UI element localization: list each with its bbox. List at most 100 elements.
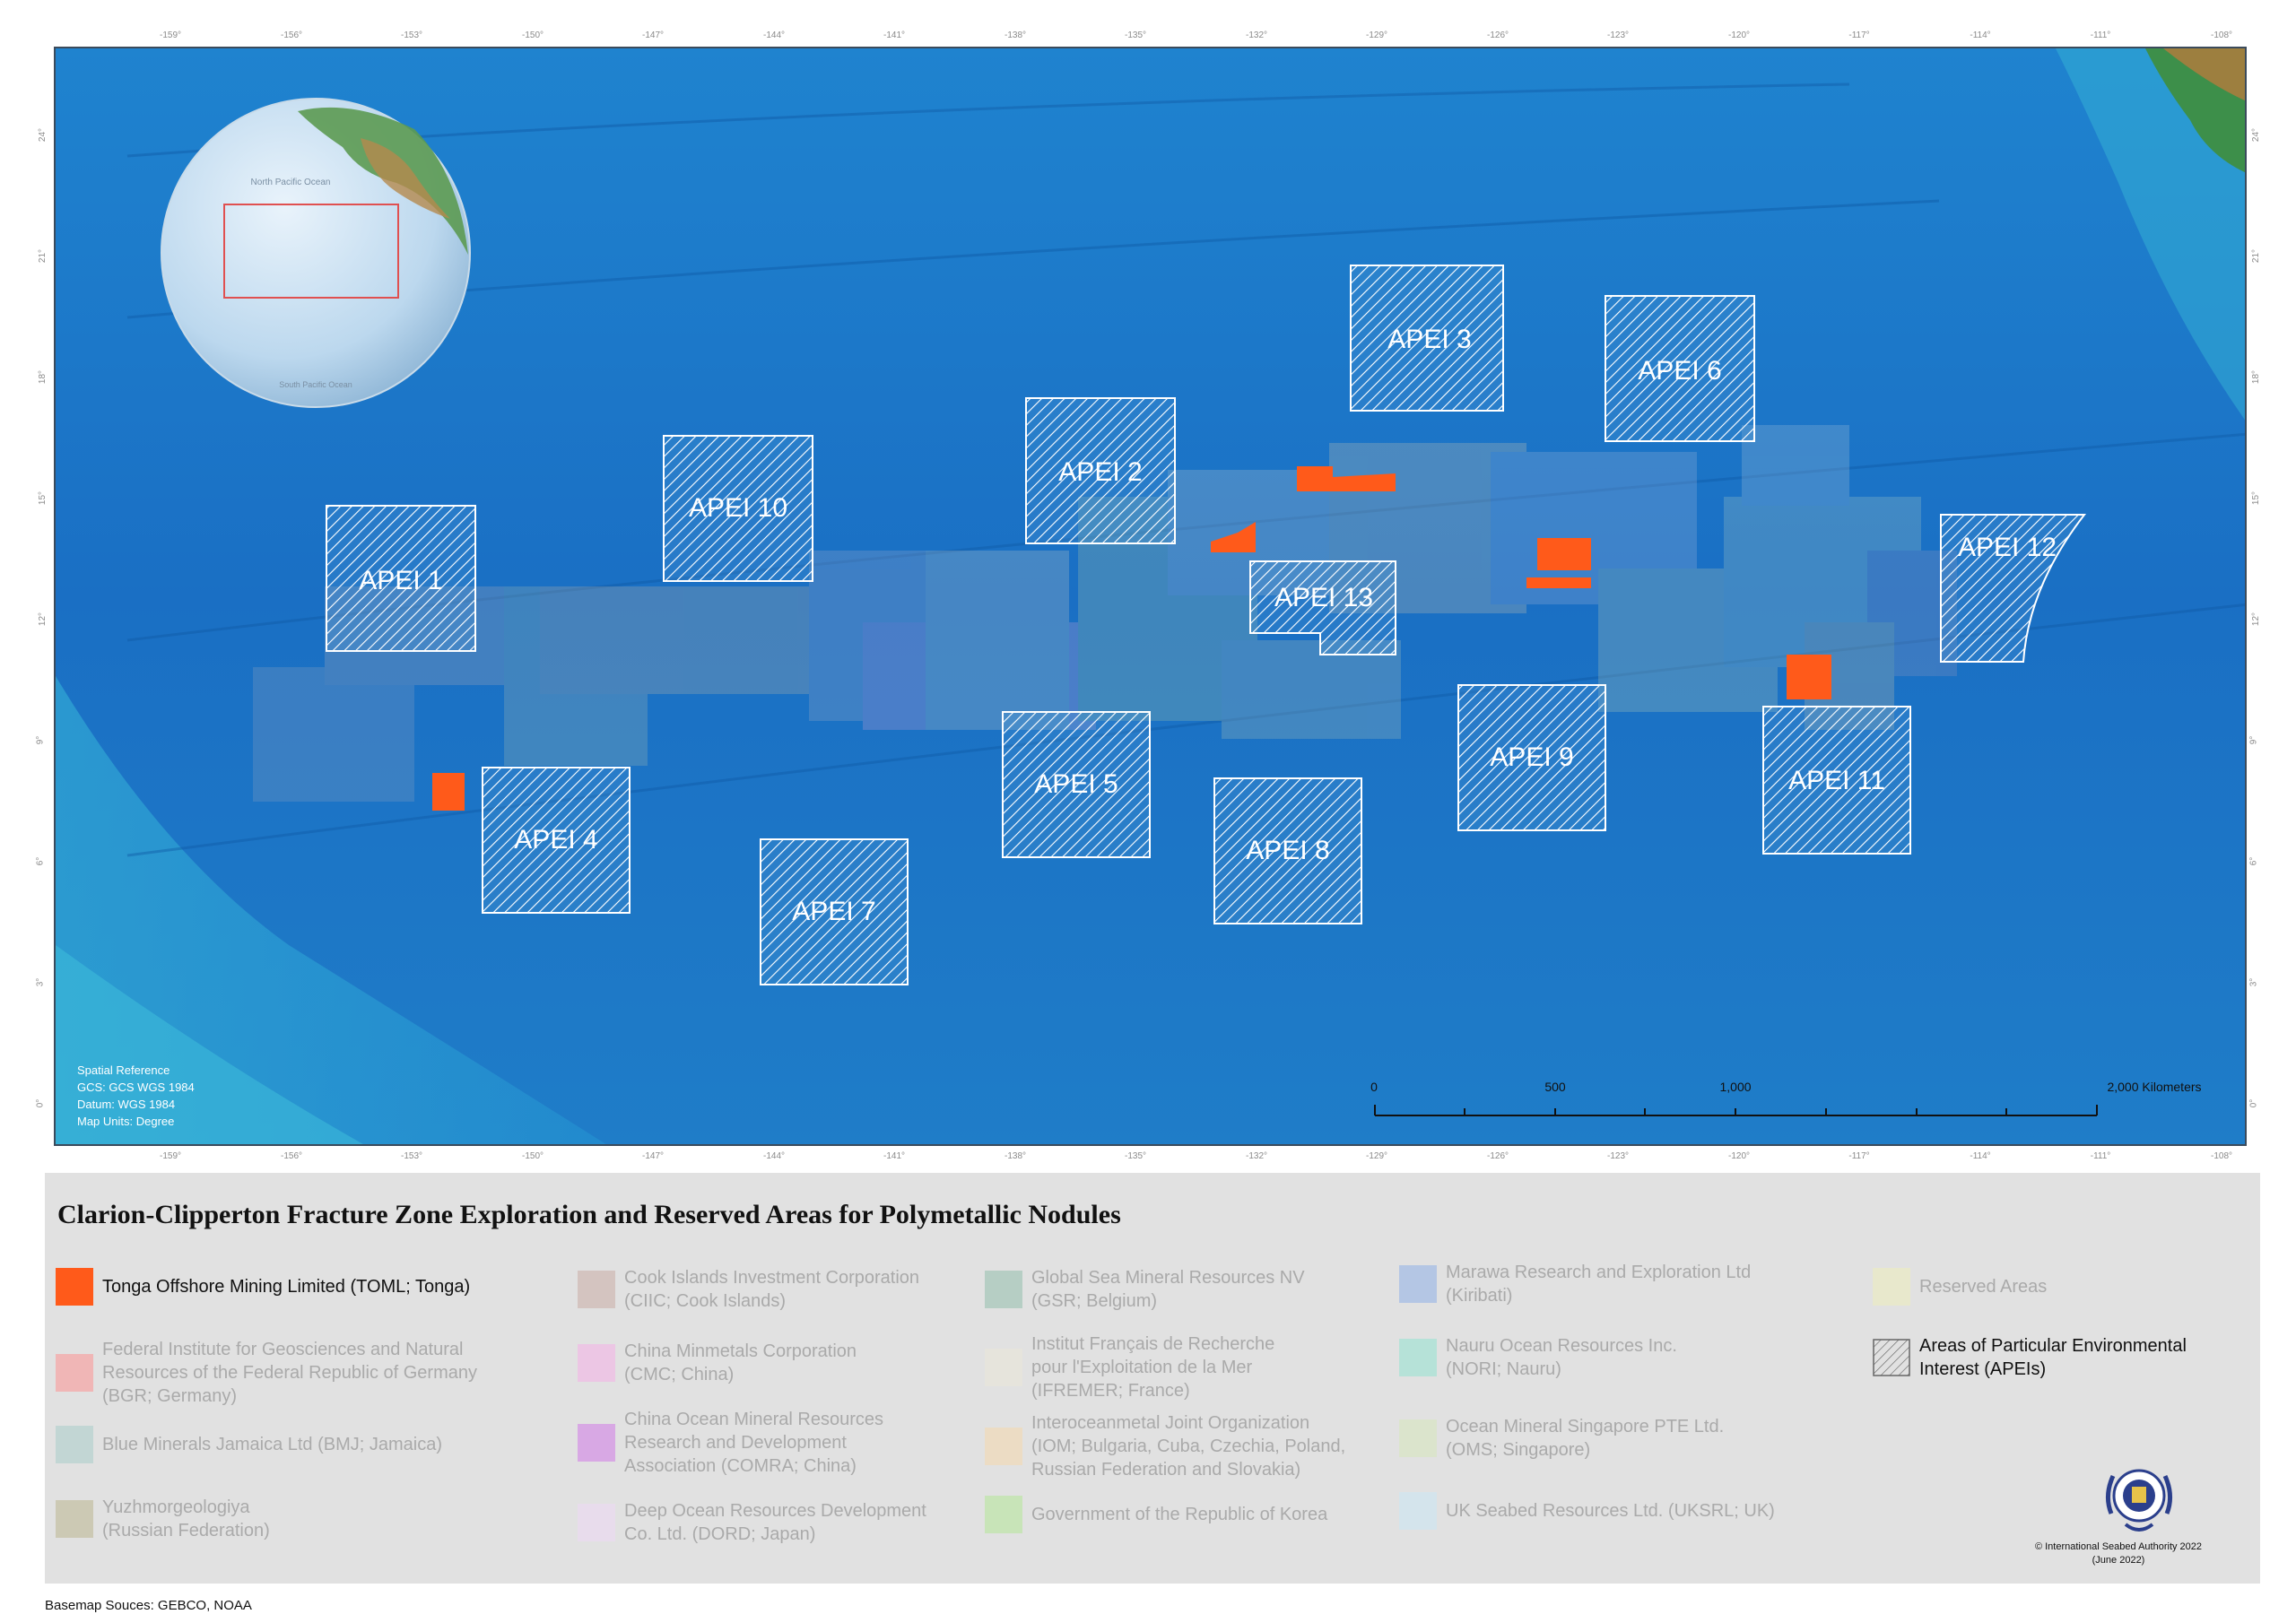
toml-area: [1297, 466, 1396, 491]
legend-item-uksrl: UK Seabed Resources Ltd. (UKSRL; UK): [1399, 1492, 1775, 1530]
legend-swatch: [1873, 1268, 1910, 1306]
legend-swatch: [578, 1504, 615, 1541]
apei-8[interactable]: [1213, 777, 1362, 924]
apei-3[interactable]: [1350, 265, 1504, 412]
apei-13[interactable]: [1249, 560, 1396, 655]
tick-label: -120°: [1727, 1151, 1751, 1161]
spatial-reference-line: Map Units: Degree: [77, 1115, 175, 1128]
legend-label: China Ocean Mineral Resources Research a…: [624, 1410, 884, 1476]
scale-label: 0: [1370, 1080, 1378, 1094]
globe-inset: North Pacific Ocean South Pacific Ocean: [161, 98, 471, 408]
land-terrain: [2163, 48, 2245, 101]
tick-label: -156°: [280, 1151, 303, 1161]
apei-5[interactable]: [1002, 711, 1151, 858]
legend-swatch: [1399, 1339, 1437, 1376]
legend-item-yuzh: Yuzhmorgeologiya (Russian Federation): [56, 1496, 270, 1542]
apei-label: APEI 8: [1246, 836, 1329, 865]
tick-label: 15°: [2251, 490, 2262, 506]
legend-item-gsr: Global Sea Mineral Resources NV (GSR; Be…: [985, 1266, 1305, 1313]
tick-label: 18°: [38, 369, 48, 385]
legend-label: Federal Institute for Geosciences and Na…: [102, 1340, 477, 1406]
legend-swatch: [56, 1354, 93, 1392]
tick-label: -129°: [1365, 30, 1388, 40]
legend-item-korea: Government of the Republic of Korea: [985, 1496, 1327, 1533]
apei-label: APEI 12: [1958, 533, 2057, 562]
legend-item-cmc: China Minmetals Corporation (CMC; China): [578, 1340, 857, 1386]
legend-swatch: [1399, 1265, 1437, 1303]
apei-12[interactable]: [1940, 514, 2087, 663]
scale-label: 2,000 Kilometers: [2107, 1080, 2202, 1094]
tick-label: 6°: [2248, 856, 2259, 866]
legend-item-marawa: Marawa Research and Exploration Ltd (Kir…: [1399, 1261, 1751, 1307]
tick-label: -132°: [1245, 30, 1268, 40]
legend-swatch: [985, 1271, 1022, 1308]
legend-swatch: [578, 1424, 615, 1462]
legend-item-dord: Deep Ocean Resources Development Co. Ltd…: [578, 1499, 926, 1546]
toml-areas: [432, 466, 1831, 811]
shallow-shelf: [2056, 48, 2245, 421]
tick-label: -141°: [883, 1151, 906, 1161]
apei-labels: APEI 1 APEI 2 APEI 3 APEI 4 APEI 5 APEI …: [359, 325, 2057, 926]
map-view[interactable]: APEI 1 APEI 2 APEI 3 APEI 4 APEI 5 APEI …: [54, 47, 2247, 1146]
legend-swatch: [1399, 1419, 1437, 1457]
legend-label: Yuzhmorgeologiya (Russian Federation): [102, 1497, 270, 1541]
legend-swatch: [1399, 1492, 1437, 1530]
tick-label: -156°: [280, 30, 303, 40]
legend-panel: Clarion-Clipperton Fracture Zone Explora…: [45, 1173, 2260, 1584]
toml-area: [1787, 655, 1831, 699]
tick-label: 21°: [38, 248, 48, 264]
legend-item-oms: Ocean Mineral Singapore PTE Ltd. (OMS; S…: [1399, 1415, 1724, 1462]
legend-item-apei: Areas of Particular Environmental Intere…: [1873, 1334, 2187, 1381]
apei-1[interactable]: [326, 505, 476, 652]
legend-label: Deep Ocean Resources Development Co. Ltd…: [624, 1501, 926, 1544]
apei-9[interactable]: [1457, 684, 1606, 831]
tick-label: 21°: [2251, 248, 2262, 264]
legend-swatch: [985, 1349, 1022, 1386]
tick-label: -114°: [1970, 1151, 1991, 1161]
tick-label: -123°: [1606, 1151, 1630, 1161]
tick-label: 15°: [38, 490, 48, 506]
tick-label: -123°: [1606, 30, 1630, 40]
tick-label: -111°: [2090, 1151, 2111, 1161]
tick-label: -144°: [762, 30, 786, 40]
legend-label: Government of the Republic of Korea: [1031, 1505, 1328, 1524]
tick-label: 3°: [2248, 977, 2259, 987]
legend-label: UK Seabed Resources Ltd. (UKSRL; UK): [1446, 1501, 1775, 1521]
legend-item-ifremer: Institut Français de Recherche pour l'Ex…: [985, 1332, 1274, 1402]
tick-label: -108°: [2210, 1151, 2233, 1161]
tick-label: -135°: [1124, 30, 1147, 40]
scale-bar: 0 500 1,000 2,000 Kilometers: [1370, 1080, 2202, 1133]
legend-item-bmj: Blue Minerals Jamaica Ltd (BMJ; Jamaica): [56, 1426, 442, 1463]
legend-item-ciic: Cook Islands Investment Corporation (CII…: [578, 1266, 919, 1313]
apei-7[interactable]: [760, 838, 909, 985]
legend-swatch: [985, 1496, 1022, 1533]
legend-swatch: [56, 1268, 93, 1306]
apei-6[interactable]: [1605, 295, 1755, 442]
apei-4[interactable]: [482, 767, 631, 914]
legend-item-nori: Nauru Ocean Resources Inc. (NORI; Nauru): [1399, 1334, 1677, 1381]
legend-item-comra: China Ocean Mineral Resources Research a…: [578, 1408, 883, 1478]
legend-label: Reserved Areas: [1919, 1277, 2048, 1297]
apei-11[interactable]: [1762, 706, 1911, 855]
tick-label: -153°: [400, 1151, 423, 1161]
legend-swatch: [56, 1426, 93, 1463]
tick-label: -132°: [1245, 1151, 1268, 1161]
legend-label: China Minmetals Corporation (CMC; China): [624, 1341, 857, 1384]
tick-label: 24°: [2251, 127, 2262, 143]
tick-label: 12°: [38, 612, 48, 627]
map-canvas: APEI 1 APEI 2 APEI 3 APEI 4 APEI 5 APEI …: [56, 48, 2245, 1144]
apei-label: APEI 3: [1387, 325, 1471, 354]
tick-label: -111°: [2090, 30, 2111, 40]
apei-10[interactable]: [663, 435, 813, 582]
legend-label: Interoceanmetal Joint Organization (IOM;…: [1031, 1413, 1346, 1480]
tick-label: 0°: [2248, 1098, 2259, 1108]
tick-label: -141°: [883, 30, 906, 40]
apei-label: APEI 2: [1058, 457, 1142, 487]
spatial-reference-line: Datum: WGS 1984: [77, 1098, 176, 1111]
legend-swatch: [578, 1271, 615, 1308]
apei-2[interactable]: [1025, 397, 1176, 544]
legend-label: Areas of Particular Environmental Intere…: [1919, 1336, 2187, 1379]
apei-label: APEI 9: [1490, 742, 1573, 772]
shallow-shelf: [56, 676, 606, 1144]
scale-label: 1,000: [1719, 1080, 1752, 1094]
